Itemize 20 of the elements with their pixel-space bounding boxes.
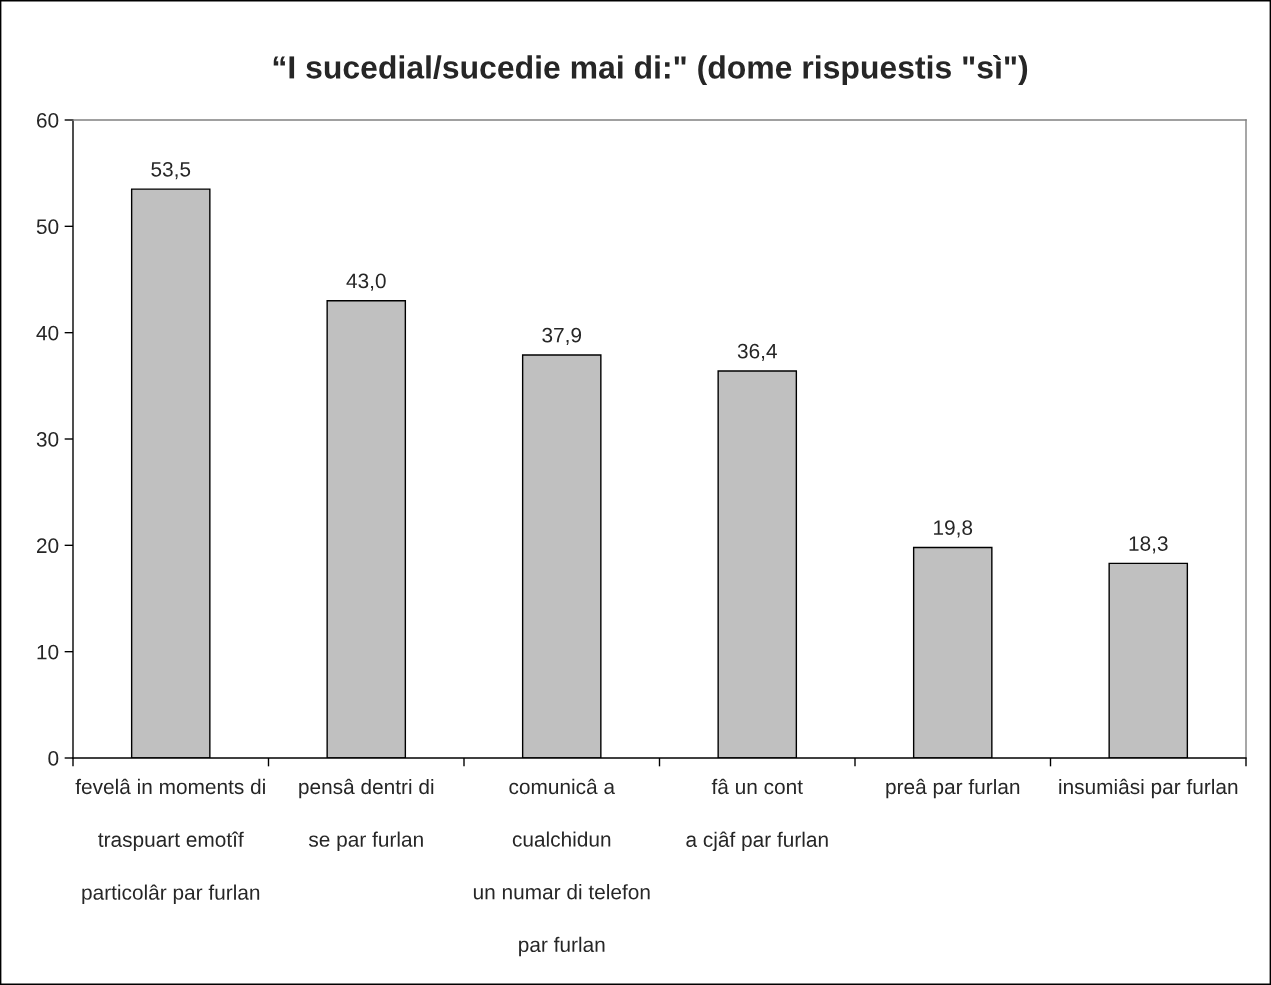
category-label: fevelâ in moments di traspuart emotîf particolâr par furlan xyxy=(75,778,265,904)
category-label: fâ un cont a cjâf par furlan xyxy=(686,778,828,852)
chart-title: “I sucedial/sucedie mai di:" (dome rispuestis "sì") xyxy=(273,54,1028,86)
x-tick-label: insumiâsi par furlan xyxy=(1059,778,1238,799)
data-label: 43,0 xyxy=(346,273,386,291)
y-tick-label: 50 xyxy=(36,219,59,235)
data-label: 53,5 xyxy=(151,161,191,180)
y-tick-label: 0 xyxy=(48,751,59,766)
x-tick-label: preâ par furlan xyxy=(886,778,1020,799)
y-tick-label: 20 xyxy=(36,538,59,554)
category-label: comunicâ a cualchidun un numar di telefon par furlan xyxy=(473,778,650,957)
data-label: 18,3 xyxy=(1129,536,1168,554)
y-tick-label: 40 xyxy=(36,325,59,341)
data-label: 36,4 xyxy=(737,343,777,361)
data-label: 37,9 xyxy=(542,327,582,346)
category-label: pensâ dentri di se par furlan xyxy=(299,778,434,851)
y-tick-label: 30 xyxy=(36,432,59,447)
data-label: 19,8 xyxy=(934,520,973,538)
y-tick-label: 10 xyxy=(37,644,59,660)
y-tick-label: 60 xyxy=(37,113,59,128)
